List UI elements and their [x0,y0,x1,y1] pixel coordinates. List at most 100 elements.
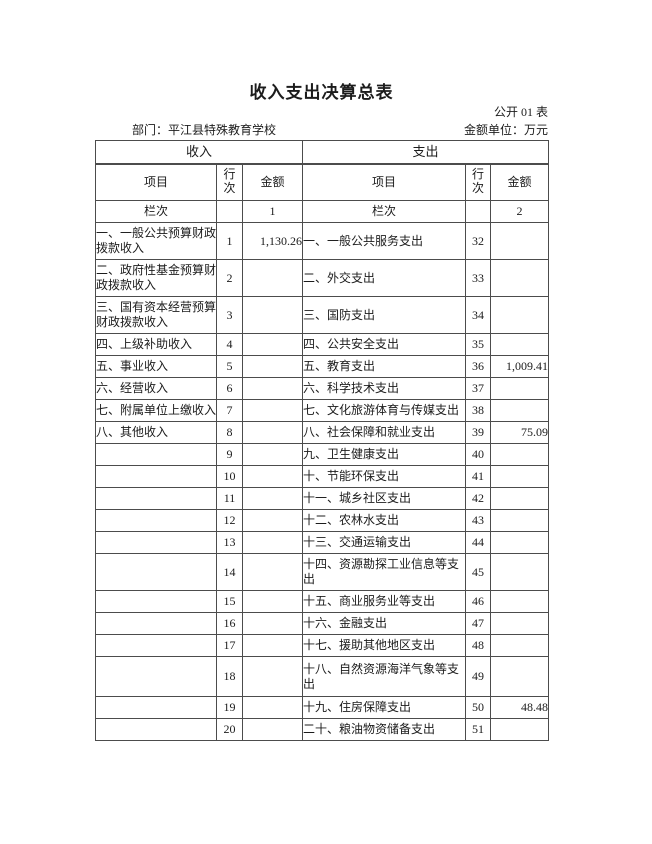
income-item-cell [95,696,217,719]
income-amount-cell [241,553,304,591]
income-rowno-cell: 17 [216,634,243,657]
expense-rowno-cell: 35 [465,333,492,356]
table-row: 11 十一、城乡社区支出 42 [95,487,550,510]
income-rowno-cell: 14 [216,553,243,591]
income-item-cell: 二、政府性基金预算财政拨款收入 [95,259,217,297]
expense-item-cell: 二、外交支出 [302,259,467,297]
expense-rowno-cell: 47 [465,612,492,635]
income-amount-cell [241,718,304,741]
expense-rowno-cell: 32 [465,222,492,260]
expense-rowno-cell: 50 [465,696,492,719]
expense-amount-cell [490,487,550,510]
expense-amount-cell: 48.48 [490,696,550,719]
income-amount-cell [241,590,304,613]
table-row: 18 十八、自然资源海洋气象等支出 49 [95,656,550,697]
table-number-label: 公开 01 表 [493,105,548,119]
expense-amount-cell [490,443,550,466]
expense-item-cell: 十七、援助其他地区支出 [302,634,467,657]
income-item-cell: 一、一般公共预算财政拨款收入 [95,222,217,260]
meta-row: 部门：平江县特殊教育学校 金额单位：万元 [95,121,548,138]
expense-item-cell: 二十、粮油物资储备支出 [302,718,467,741]
table-row: 20 二十、粮油物资储备支出 51 [95,718,550,741]
expense-rowno-cell: 46 [465,590,492,613]
income-item-cell [95,590,217,613]
income-amount-cell [241,333,304,356]
table-row: 14 十四、资源勘探工业信息等支出 45 [95,553,550,591]
income-rowno-cell: 18 [216,656,243,697]
income-rowno-cell: 7 [216,399,243,422]
income-item-header: 项目 [95,163,217,201]
table-row: 10 十、节能环保支出 41 [95,465,550,488]
income-amount-cell [241,296,304,334]
expense-rowno-cell: 49 [465,656,492,697]
expense-item-cell: 十六、金融支出 [302,612,467,635]
table-row: 三、国有资本经营预算财政拨款收入 3 三、国防支出 34 [95,296,550,334]
income-item-cell [95,656,217,697]
income-amount-cell [241,259,304,297]
expense-item-cell: 十五、商业服务业等支出 [302,590,467,613]
expense-rowno-header-text: 行次 [472,167,485,196]
income-rowno-cell: 8 [216,421,243,444]
income-amount-cell: 1 [241,200,304,223]
department-label: 部门：平江县特殊教育学校 [132,123,277,137]
expense-amount-cell [490,553,550,591]
income-rowno-cell: 12 [216,509,243,532]
expense-rowno-header: 行次 [465,163,492,201]
table-row: 二、政府性基金预算财政拨款收入 2 二、外交支出 33 [95,259,550,297]
expense-amount-cell [490,656,550,697]
expense-amount-cell [490,634,550,657]
expense-section-header: 支出 [302,140,550,165]
income-amount-cell [241,443,304,466]
income-item-cell [95,718,217,741]
income-rowno-cell: 11 [216,487,243,510]
expense-amount-cell [490,509,550,532]
table-row: 五、事业收入 5 五、教育支出 36 1,009.41 [95,355,550,378]
expense-item-cell: 十八、自然资源海洋气象等支出 [302,656,467,697]
income-amount-cell [241,487,304,510]
income-rowno-cell: 16 [216,612,243,635]
table-row: 六、经营收入 6 六、科学技术支出 37 [95,377,550,400]
income-item-cell [95,634,217,657]
expense-rowno-cell: 33 [465,259,492,297]
expense-amount-cell: 75.09 [490,421,550,444]
income-item-cell [95,612,217,635]
budget-summary-table: 收入 支出 项目 行次 金额 项目 行次 金额 栏次 1 栏次 2 一、一般公共… [94,140,550,741]
expense-amount-cell: 2 [490,200,550,223]
income-item-cell: 八、其他收入 [95,421,217,444]
table-row: 四、上级补助收入 4 四、公共安全支出 35 [95,333,550,356]
expense-amount-cell [490,718,550,741]
expense-rowno-cell: 51 [465,718,492,741]
expense-item-cell: 一、一般公共服务支出 [302,222,467,260]
expense-item-cell: 九、卫生健康支出 [302,443,467,466]
expense-amount-cell [490,590,550,613]
income-amount-cell [241,399,304,422]
table-row: 八、其他收入 8 八、社会保障和就业支出 39 75.09 [95,421,550,444]
income-amount-cell [241,377,304,400]
income-item-cell: 七、附属单位上缴收入 [95,399,217,422]
income-section-header: 收入 [94,140,304,165]
expense-amount-cell [490,222,550,260]
income-item-cell: 栏次 [95,200,217,223]
column-header-row: 项目 行次 金额 项目 行次 金额 [95,163,550,201]
income-amount-cell [241,634,304,657]
expense-item-cell: 栏次 [302,200,467,223]
income-rowno-cell: 15 [216,590,243,613]
income-amount-cell [241,465,304,488]
income-rowno-cell: 4 [216,333,243,356]
expense-rowno-cell [465,200,492,223]
expense-amount-cell: 1,009.41 [490,355,550,378]
income-item-cell: 三、国有资本经营预算财政拨款收入 [95,296,217,334]
income-item-cell [95,531,217,554]
table-row: 一、一般公共预算财政拨款收入 1 1,130.26 一、一般公共服务支出 32 [95,222,550,260]
page-title: 收入支出决算总表 [249,83,394,102]
expense-amount-cell [490,259,550,297]
expense-amount-cell [490,465,550,488]
expense-rowno-cell: 38 [465,399,492,422]
income-rowno-cell: 2 [216,259,243,297]
income-item-cell [95,553,217,591]
expense-rowno-cell: 37 [465,377,492,400]
table-row: 七、附属单位上缴收入 7 七、文化旅游体育与传媒支出 38 [95,399,550,422]
expense-rowno-cell: 45 [465,553,492,591]
income-item-cell [95,487,217,510]
